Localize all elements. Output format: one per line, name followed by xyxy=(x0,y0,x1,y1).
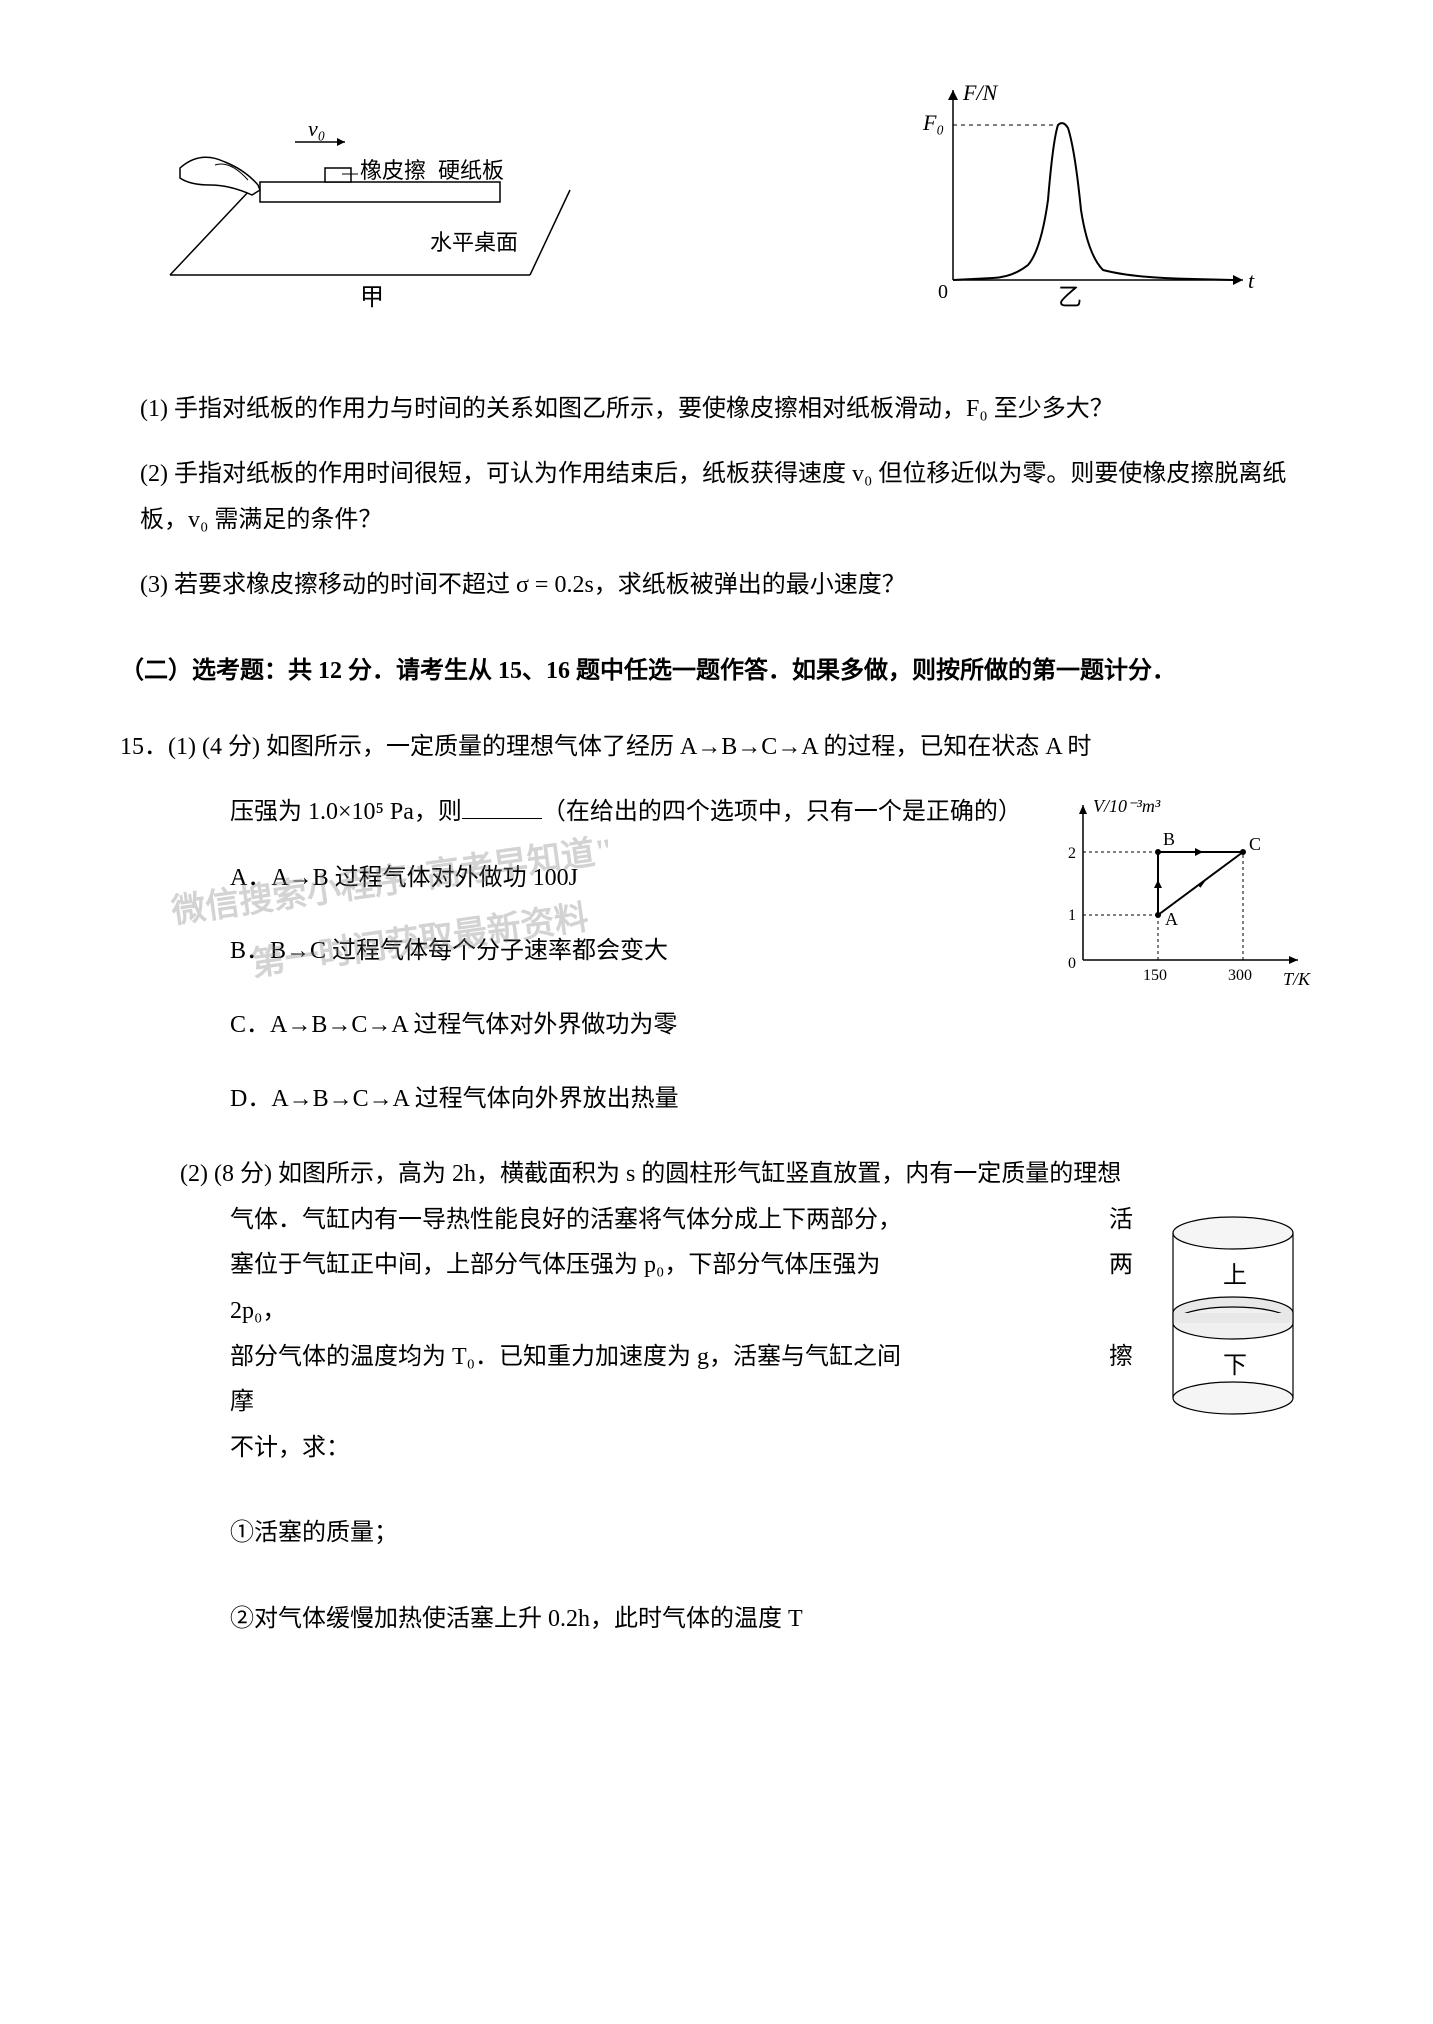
svg-text:V/10⁻³m³: V/10⁻³m³ xyxy=(1093,796,1161,816)
q15-part2: (2) (8 分) 如图所示，高为 2h，横截面积为 s 的圆柱形气缸竖直放置，… xyxy=(120,1152,1313,1642)
q15-p1-body: 压强为 1.0×10⁵ Pa，则 xyxy=(230,799,462,825)
q15-p2-body4: 不计，求： xyxy=(230,1426,1313,1472)
q15-part1-body: 微信搜索小程序"高考早知道" 第一时间获取最新资料 V/10⁻³m³ T/K 0… xyxy=(120,790,1313,1122)
q15-p2-intro: 如图所示，高为 2h，横截面积为 s 的圆柱形气缸竖直放置，内有一定质量的理想 xyxy=(278,1161,1121,1187)
question-2: (2) 手指对纸板的作用时间很短，可认为作用结束后，纸板获得速度 v₀ 但位移近… xyxy=(120,452,1313,543)
vt-chart: V/10⁻³m³ T/K 0 1 2 150 300 xyxy=(1043,790,1323,1027)
q15-p2-body1: 气体．气缸内有一导热性能良好的活塞将气体分成上下两部分， xyxy=(230,1198,902,1244)
q1-num: (1) xyxy=(140,396,168,422)
v0-label: v₀ xyxy=(308,116,325,141)
q2-text: 手指对纸板的作用时间很短，可认为作用结束后，纸板获得速度 v₀ 但位移近似为零。… xyxy=(140,461,1286,533)
q15-num: 15． xyxy=(120,734,168,760)
svg-text:150: 150 xyxy=(1143,967,1167,984)
eraser-label: 橡皮擦 xyxy=(360,158,426,183)
y-axis-label: F/N xyxy=(962,80,999,105)
svg-text:2: 2 xyxy=(1068,845,1076,862)
q15-p2-body2: 塞位于气缸正中间，上部分气体压强为 p₀，下部分气体压强为 2p₀， xyxy=(230,1243,909,1334)
q15-p1-num: (1) (4 分) xyxy=(168,734,260,760)
f0-label: F₀ xyxy=(922,110,944,135)
q1-text: 手指对纸板的作用力与时间的关系如图乙所示，要使橡皮擦相对纸板滑动，F₀ 至少多大… xyxy=(174,396,1114,422)
q15-p1-intro: 如图所示，一定质量的理想气体了经历 A→B→C→A 的过程，已知在状态 A 时 xyxy=(266,734,1091,760)
q15-p2-body2r: 两 xyxy=(909,1243,1133,1334)
q15-p2-num: (2) (8 分) xyxy=(180,1161,272,1187)
figure-caption-2: 乙 xyxy=(1058,285,1082,311)
question-3: (3) 若要求橡皮擦移动的时间不超过 σ = 0.2s，求纸板被弹出的最小速度？ xyxy=(120,563,1313,609)
q2-num: (2) xyxy=(140,461,168,487)
q15-sub1: ①活塞的质量； xyxy=(230,1511,1313,1557)
section-2-header: （二）选考题：共 12 分．请考生从 15、16 题中任选一题作答．如果多做，则… xyxy=(120,649,1313,695)
svg-text:C: C xyxy=(1249,834,1261,854)
cylinder-figure: 上 下 xyxy=(1153,1208,1313,1445)
svg-text:T/K: T/K xyxy=(1283,969,1311,989)
q15-p1-tail: （在给出的四个选项中，只有一个是正确的） xyxy=(542,799,1022,825)
cardboard-label: 硬纸板 xyxy=(438,158,504,183)
svg-text:B: B xyxy=(1163,829,1175,849)
q15-sub2: ②对气体缓慢加热使活塞上升 0.2h，此时气体的温度 T xyxy=(230,1597,1313,1643)
option-d: D．A→B→C→A 过程气体向外界放出热量 xyxy=(230,1077,1313,1123)
figures-row: v₀ 橡皮擦 硬纸板 水平桌面 甲 F/N t F₀ 0 xyxy=(120,80,1313,347)
svg-text:300: 300 xyxy=(1228,967,1252,984)
q15-p2-body1r: 活 xyxy=(909,1198,1133,1244)
figure-caption-1: 甲 xyxy=(360,285,384,311)
svg-text:A: A xyxy=(1165,909,1178,929)
q15-p2-body3: 部分气体的温度均为 T₀．已知重力加速度为 g，活塞与气缸之间摩 xyxy=(230,1335,909,1426)
cylinder-lower: 下 xyxy=(1223,1353,1247,1379)
q3-text: 若要求橡皮擦移动的时间不超过 σ = 0.2s，求纸板被弹出的最小速度？ xyxy=(174,572,906,598)
svg-text:0: 0 xyxy=(938,281,948,303)
answer-blank[interactable] xyxy=(462,795,542,819)
q3-num: (3) xyxy=(140,572,168,598)
question-1: (1) 手指对纸板的作用力与时间的关系如图乙所示，要使橡皮擦相对纸板滑动，F₀ … xyxy=(120,387,1313,433)
cylinder-upper: 上 xyxy=(1223,1262,1247,1289)
figure-graph: F/N t F₀ 0 乙 xyxy=(893,80,1273,347)
q15-p2-body3r: 擦 xyxy=(909,1335,1133,1426)
question-15: 15．(1) (4 分) 如图所示，一定质量的理想气体了经历 A→B→C→A 的… xyxy=(120,725,1313,1123)
q15-part1-header: 15．(1) (4 分) 如图所示，一定质量的理想气体了经历 A→B→C→A 的… xyxy=(120,725,1313,771)
svg-text:0: 0 xyxy=(1068,955,1076,972)
figure-apparatus: v₀ 橡皮擦 硬纸板 水平桌面 甲 xyxy=(160,90,580,337)
desk-label: 水平桌面 xyxy=(430,230,518,255)
x-axis-label: t xyxy=(1248,268,1255,293)
svg-text:1: 1 xyxy=(1068,907,1076,924)
